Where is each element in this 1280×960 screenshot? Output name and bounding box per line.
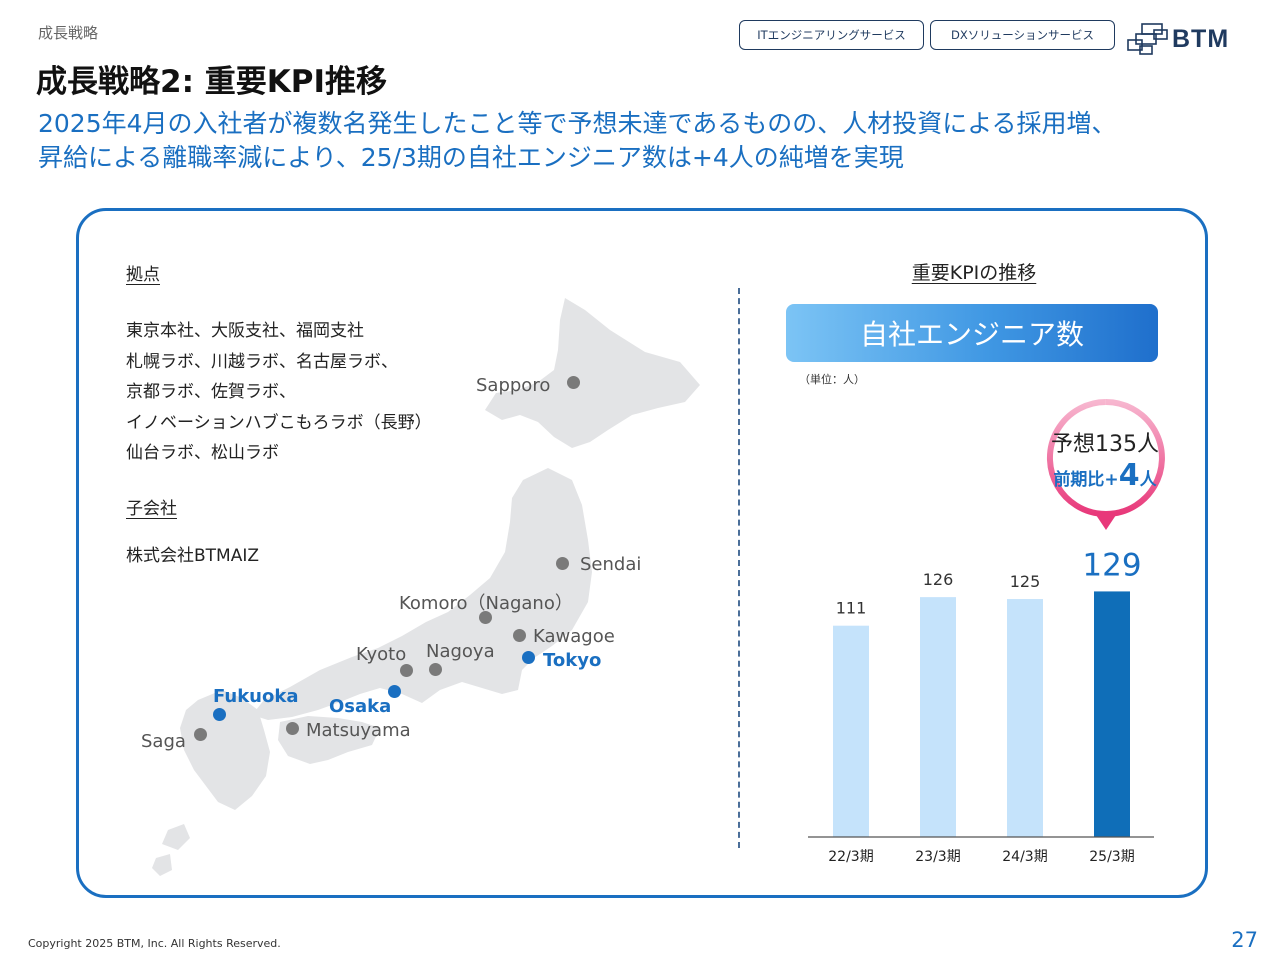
city-label-matsuyama: Matsuyama bbox=[306, 720, 411, 741]
yoy-diff-suffix: 人 bbox=[1139, 470, 1157, 490]
city-label-kawagoe: Kawagoe bbox=[533, 626, 615, 647]
shikoku-shape bbox=[278, 716, 380, 764]
city-label-saga: Saga bbox=[141, 731, 186, 752]
city-dot-matsuyama bbox=[286, 722, 299, 735]
category-label: 23/3期 bbox=[915, 849, 960, 865]
page-title: 成長戦略2: 重要KPI推移 bbox=[36, 64, 388, 100]
bases-line: 京都ラボ、佐賀ラボ、 bbox=[126, 382, 296, 402]
copyright-text: Copyright 2025 BTM, Inc. All Rights Rese… bbox=[28, 937, 281, 950]
unit-note: （単位：人） bbox=[799, 373, 865, 386]
honshu-shape bbox=[252, 468, 592, 720]
bar-22/3期 bbox=[833, 625, 869, 837]
japan-map-shape bbox=[152, 298, 700, 876]
city-label-tokyo: Tokyo bbox=[543, 650, 602, 671]
city-label-osaka: Osaka bbox=[329, 696, 392, 717]
kpi-metric-title: 自社エンジニア数 bbox=[786, 304, 1158, 362]
yoy-diff-prefix: 前期比+ bbox=[1053, 470, 1119, 490]
city-label-komoro: Komoro（Nagano） bbox=[399, 593, 573, 614]
island-shape bbox=[152, 854, 172, 876]
japan-map: Sapporo Sendai Komoro（Nagano） Kawagoe To… bbox=[140, 290, 710, 890]
city-dot-nagoya bbox=[429, 663, 442, 676]
city-dot-komoro bbox=[479, 611, 492, 624]
subsidiary-heading: 子会社 bbox=[126, 499, 177, 519]
city-label-kyoto: Kyoto bbox=[356, 644, 407, 665]
city-dot-sapporo bbox=[567, 376, 580, 389]
btm-logo: BTM bbox=[1126, 22, 1256, 56]
city-dot-kyoto bbox=[400, 664, 413, 677]
city-dot-osaka bbox=[388, 685, 401, 698]
city-dot-saga bbox=[194, 728, 207, 741]
yoy-diff-value: 4 bbox=[1118, 458, 1140, 493]
city-label-fukuoka: Fukuoka bbox=[213, 686, 299, 707]
kyushu-shape bbox=[180, 690, 270, 810]
forecast-label: 予想135人 bbox=[1051, 432, 1159, 457]
city-dot-fukuoka bbox=[213, 708, 226, 721]
bar-value-label: 126 bbox=[923, 570, 954, 589]
city-label-nagoya: Nagoya bbox=[426, 641, 495, 662]
content-panel bbox=[76, 208, 1208, 898]
island-shape bbox=[162, 824, 190, 850]
bases-line: イノベーションハブこもろラボ（長野） bbox=[126, 412, 432, 433]
tag-it-engineering: ITエンジニアリングサービス bbox=[739, 20, 924, 50]
bases-line: 仙台ラボ、松山ラボ bbox=[126, 443, 279, 463]
kpi-heading: 重要KPIの推移 bbox=[911, 262, 1037, 284]
category-label: 24/3期 bbox=[1002, 849, 1047, 865]
section-label: 成長戦略 bbox=[38, 24, 99, 42]
category-label: 25/3期 bbox=[1089, 849, 1134, 865]
subtitle-line-2: 昇給による離職率減により、25/3期の自社エンジニア数は+4人の純増を実現 bbox=[38, 143, 904, 172]
city-dot-kawagoe bbox=[513, 629, 526, 642]
tag-dx-solution: DXソリューションサービス bbox=[930, 20, 1115, 50]
bar-value-label: 111 bbox=[836, 599, 867, 618]
bases-list: 東京本社、大阪支社、福岡支社 札幌ラボ、川越ラボ、名古屋ラボ、 京都ラボ、佐賀ラ… bbox=[126, 316, 432, 469]
bar-24/3期 bbox=[1007, 599, 1043, 837]
subsidiary-name: 株式会社BTMAIZ bbox=[126, 546, 260, 566]
city-label-sendai: Sendai bbox=[580, 554, 642, 575]
city-label-sapporo: Sapporo bbox=[476, 375, 551, 396]
hokkaido-shape bbox=[485, 298, 700, 448]
bar-value-label: 129 bbox=[1082, 547, 1141, 583]
page-number: 27 bbox=[1231, 928, 1258, 952]
column-divider bbox=[738, 288, 740, 848]
subtitle-line-1: 2025年4月の入社者が複数名発生したこと等で予想未達であるものの、人材投資によ… bbox=[38, 109, 1117, 138]
bases-line: 札幌ラボ、川越ラボ、名古屋ラボ、 bbox=[126, 351, 398, 372]
yoy-diff-label: 前期比+4人 bbox=[1030, 458, 1180, 493]
forecast-callout-ring bbox=[1046, 399, 1165, 530]
bar-25/3期 bbox=[1094, 591, 1130, 837]
bar-23/3期 bbox=[920, 597, 956, 837]
bases-heading: 拠点 bbox=[126, 265, 160, 285]
engineer-count-bar-chart: 111 22/3期 126 23/3期 125 24/3期 129 25/3期 bbox=[808, 547, 1154, 865]
bar-value-label: 125 bbox=[1010, 572, 1041, 591]
category-label: 22/3期 bbox=[828, 849, 873, 865]
logo-text: BTM bbox=[1172, 25, 1230, 53]
city-dot-sendai bbox=[556, 557, 569, 570]
city-dot-tokyo bbox=[522, 651, 535, 664]
btm-logo-mark-icon bbox=[1127, 23, 1168, 55]
page-subtitle: 2025年4月の入社者が複数名発生したこと等で予想未達であるものの、人材投資によ… bbox=[38, 107, 1253, 175]
bases-line: 東京本社、大阪支社、福岡支社 bbox=[126, 321, 364, 341]
